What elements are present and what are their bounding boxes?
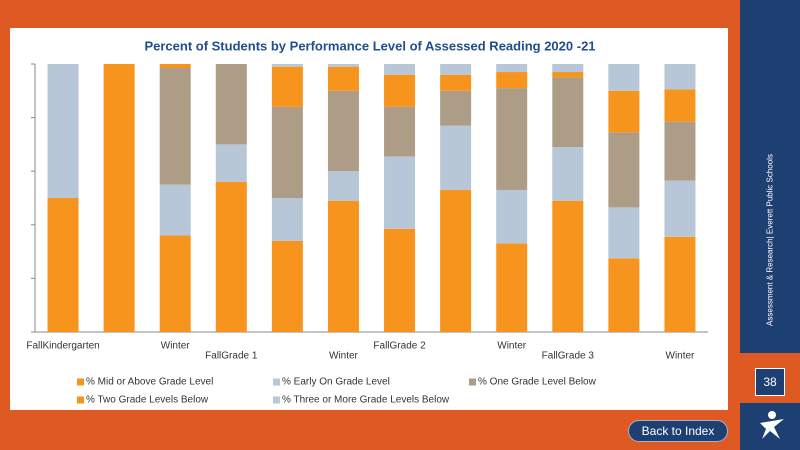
x-tick-label: Winter: [666, 351, 696, 362]
bar-segment: [664, 64, 696, 90]
bar-segment: [103, 64, 135, 332]
bar-segment: [440, 64, 472, 75]
bar-segment: [552, 77, 584, 148]
legend-swatch: [273, 378, 280, 386]
bar-segment: [384, 228, 416, 332]
bar-segment: [440, 189, 472, 332]
top-band: [0, 0, 740, 28]
bar-segment: [552, 64, 584, 73]
bar-segment: [384, 106, 416, 157]
bar-segment: [271, 198, 303, 241]
bar-segment: [664, 121, 696, 181]
legend-label: % Mid or Above Grade Level: [86, 377, 213, 388]
bar-segment: [440, 90, 472, 126]
bar-segment: [215, 64, 247, 145]
bar-segment: [608, 64, 640, 91]
x-tick-label: Winter: [161, 341, 191, 352]
bar-segment: [664, 236, 696, 332]
bar-segment: [47, 198, 79, 332]
bar-segment: [159, 235, 191, 332]
bar-segment: [159, 184, 191, 236]
bar-segment: [440, 125, 472, 190]
bar-segment: [496, 64, 528, 73]
x-tick-label: FallGrade 2: [373, 341, 426, 352]
bar-segment: [327, 66, 359, 91]
logo: [760, 411, 784, 439]
bar-segment: [496, 189, 528, 244]
legend-label: % Three or More Grade Levels Below: [282, 395, 450, 406]
back-button[interactable]: Back to Index: [628, 420, 728, 442]
bar-segment: [47, 64, 79, 198]
legend-swatch: [469, 378, 476, 386]
chart-title: Percent of Students by Performance Level…: [144, 38, 595, 53]
bar-segment: [159, 68, 191, 185]
bar-segment: [271, 66, 303, 107]
bar-segment: [552, 200, 584, 332]
bar-segment: [327, 64, 359, 67]
bar-segment: [552, 147, 584, 201]
bar-segment: [384, 74, 416, 107]
bar-segment: [496, 243, 528, 332]
bar-segment: [608, 90, 640, 133]
legend-swatch: [273, 396, 280, 404]
legend-swatch: [77, 378, 84, 386]
bar-segment: [271, 64, 303, 67]
bar-segment: [496, 72, 528, 89]
legend-label: % Two Grade Levels Below: [86, 395, 209, 406]
x-tick-label: Winter: [497, 341, 527, 352]
bar-segment: [271, 106, 303, 198]
bar-segment: [440, 74, 472, 91]
bar-segment: [327, 90, 359, 172]
bar-segment: [327, 200, 359, 332]
bar-segment: [664, 180, 696, 237]
bar-segment: [215, 181, 247, 332]
bar-segment: [215, 144, 247, 182]
x-tick-label: Winter: [329, 351, 359, 362]
bar-segment: [384, 156, 416, 229]
bar-segment: [384, 64, 416, 75]
legend-label: % Early On Grade Level: [282, 377, 390, 388]
bar-segment: [496, 88, 528, 190]
bar-segment: [271, 240, 303, 332]
bar-segment: [159, 64, 191, 69]
bar-segment: [608, 207, 640, 259]
legend-label: % One Grade Level Below: [478, 377, 597, 388]
x-tick-label: FallKindergarten: [26, 341, 99, 352]
bar-segment: [608, 258, 640, 332]
legend-swatch: [77, 396, 84, 404]
bar-segment: [327, 171, 359, 201]
bar-segment: [608, 132, 640, 208]
x-tick-label: FallGrade 3: [542, 351, 595, 362]
bar-segment: [664, 89, 696, 122]
page-number: 38: [755, 368, 785, 396]
bar-segment: [552, 72, 584, 78]
x-tick-label: FallGrade 1: [205, 351, 258, 362]
